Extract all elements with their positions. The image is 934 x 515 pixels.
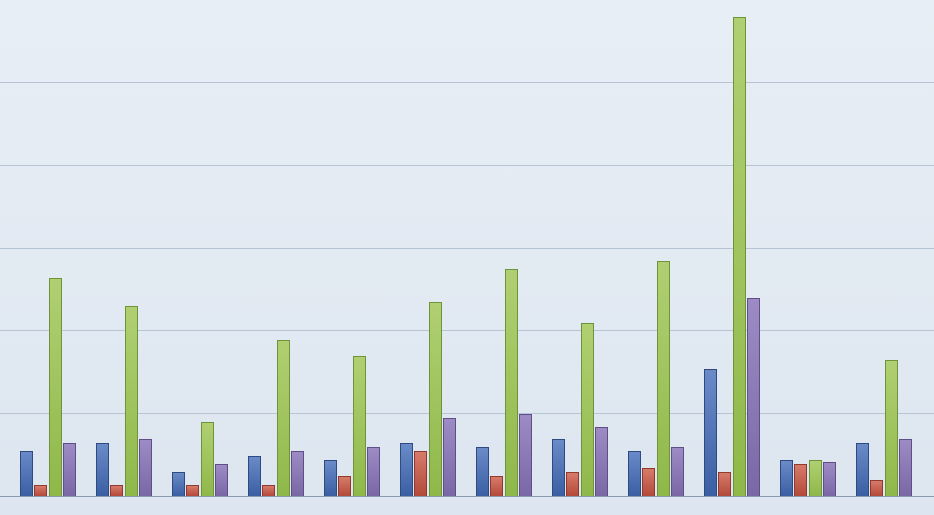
bar-group (18, 0, 78, 497)
bar-series_a (96, 443, 109, 497)
bar-series_a (172, 472, 185, 497)
bar-series_d (519, 414, 532, 497)
bar-series_d (823, 462, 836, 497)
bar-series_a (20, 451, 33, 497)
bar-group (854, 0, 914, 497)
bar-group (626, 0, 686, 497)
bar-series_a (248, 456, 261, 497)
bar-group (322, 0, 382, 497)
bar-series_d (443, 418, 456, 497)
bar-series_d (291, 451, 304, 497)
bar-series_c (505, 269, 518, 497)
bar-series_b (794, 464, 807, 497)
bar-series_b (414, 451, 427, 497)
bar-series_a (856, 443, 869, 497)
bar-series_b (870, 480, 883, 497)
baseline (0, 496, 934, 497)
bar-series_d (899, 439, 912, 497)
bar-series_b (566, 472, 579, 497)
bar-series_d (63, 443, 76, 497)
bar-series_a (476, 447, 489, 497)
bar-series_a (324, 460, 337, 497)
bar-series_b (338, 476, 351, 497)
bar-series_d (595, 427, 608, 497)
bar-series_a (780, 460, 793, 497)
bar-series_b (490, 476, 503, 497)
bar-series_c (809, 460, 822, 497)
bar-series_d (671, 447, 684, 497)
bar-series_c (657, 261, 670, 497)
bar-series_d (747, 298, 760, 497)
bar-series_c (125, 306, 138, 497)
bar-series_b (718, 472, 731, 497)
bar-series_b (642, 468, 655, 497)
bar-series_a (552, 439, 565, 497)
bar-series_c (885, 360, 898, 497)
bar-series_d (367, 447, 380, 497)
bar-series_a (628, 451, 641, 497)
bar-group (702, 0, 762, 497)
bar-series_c (201, 422, 214, 497)
bar-group (474, 0, 534, 497)
bar-group (170, 0, 230, 497)
bar-series_c (353, 356, 366, 497)
bar-group (778, 0, 838, 497)
bar-group (398, 0, 458, 497)
bar-series_d (139, 439, 152, 497)
bars-layer (0, 0, 934, 515)
bar-series_a (400, 443, 413, 497)
bar-series_a (704, 369, 717, 497)
bar-series_c (581, 323, 594, 497)
bar-series_d (215, 464, 228, 497)
chart-container (0, 0, 934, 515)
bar-series_c (49, 278, 62, 498)
bar-group (94, 0, 154, 497)
bar-series_c (429, 302, 442, 497)
bar-series_c (277, 340, 290, 497)
bar-series_c (733, 17, 746, 497)
bar-group (550, 0, 610, 497)
bar-group (246, 0, 306, 497)
